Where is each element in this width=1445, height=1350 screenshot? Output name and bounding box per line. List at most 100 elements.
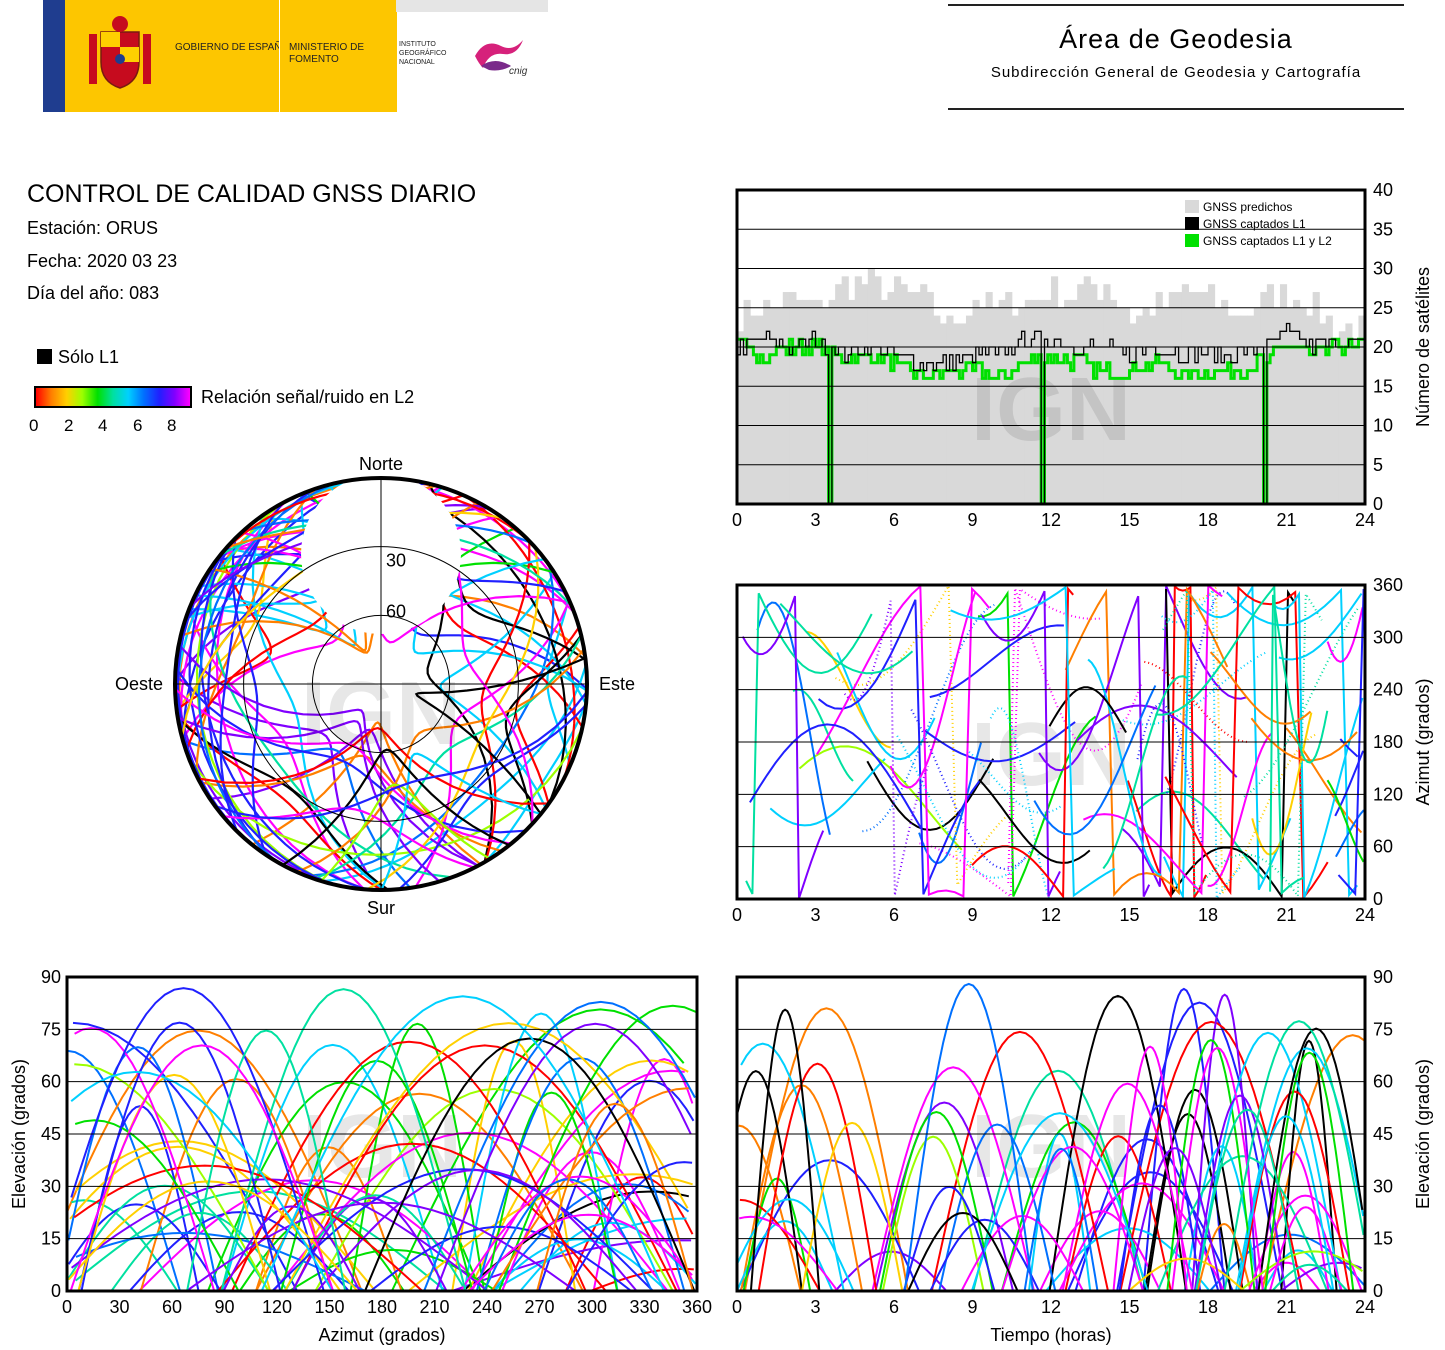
elevation-track: [316, 1168, 638, 1292]
sky-track: [414, 656, 586, 815]
sky-track: [313, 635, 583, 880]
predicted-bar: [1194, 292, 1203, 504]
elevation-track: [70, 1070, 334, 1292]
predicted-bar: [926, 292, 934, 504]
elevation-track: [468, 1213, 693, 1292]
y-tick-label: 0: [1373, 889, 1383, 909]
axes: 0 5 10 15 20 25 30 35 40 0 3 6 9 12 15 18 21 24 Número de …: [732, 180, 1433, 530]
sky-track: [177, 643, 479, 867]
x-tick-label: 9: [967, 510, 977, 530]
y-tick-label: 90: [41, 967, 61, 987]
predicted-bar: [1129, 323, 1137, 504]
satellite-track: [1122, 651, 1267, 726]
x-tick-label: 24: [1355, 1297, 1375, 1317]
x-axis-label: Tiempo (horas): [990, 1325, 1111, 1345]
y-tick-label: 75: [41, 1019, 61, 1039]
predicted-bar: [1247, 315, 1255, 504]
elevation-track: [364, 1037, 696, 1292]
predicted-bar: [933, 315, 941, 504]
elevation-track: [871, 1066, 1035, 1292]
predicted-bar: [841, 276, 849, 504]
satellite-track: [1083, 583, 1223, 896]
y-tick-label: 360: [1373, 575, 1403, 595]
snr-colorbar-label: Relación señal/ruido en L2: [201, 387, 415, 407]
satellite-track: [968, 751, 1064, 814]
elevation-track: [1239, 1250, 1363, 1292]
x-tick-label: 30: [109, 1297, 129, 1317]
y-tick-label: 30: [41, 1176, 61, 1196]
elevation-track: [801, 1121, 904, 1292]
elevation-track: [1247, 1194, 1363, 1292]
sky-track: [222, 807, 475, 869]
elevation-track: [77, 1021, 282, 1292]
x-tick-label: 15: [1119, 1297, 1139, 1317]
predicted-bar: [1358, 315, 1366, 504]
predicted-bar: [972, 299, 980, 504]
predicted-series: [737, 268, 1366, 504]
satellite-track: [1087, 658, 1162, 877]
predicted-bar: [1266, 284, 1275, 504]
predicted-bar: [1221, 299, 1229, 504]
x-tick-label: 18: [1198, 905, 1218, 925]
y-tick-label: 60: [41, 1072, 61, 1092]
predicted-bar: [1149, 315, 1157, 504]
y-tick-label: 180: [1373, 732, 1403, 752]
x-tick-label: 270: [524, 1297, 554, 1317]
sky-track: [188, 544, 333, 886]
elevation-track: [139, 1078, 333, 1292]
predicted-bar: [743, 299, 751, 504]
elevation-track: [66, 1029, 363, 1292]
predicted-bar: [894, 276, 902, 504]
x-tick-label: 9: [967, 1297, 977, 1317]
satellite-track: [929, 624, 1064, 699]
y-tick-label: 90: [1373, 967, 1393, 987]
eu-stripe: [43, 0, 65, 112]
legend-label: GNSS predichos: [1203, 200, 1292, 214]
satellite-track: [1271, 590, 1364, 898]
doy-label: Día del año: 083: [27, 283, 160, 303]
coat-of-arms-icon: [89, 16, 151, 89]
predicted-bar: [965, 315, 974, 504]
elevation-track: [1194, 1031, 1342, 1292]
snr-tick: 4: [98, 416, 108, 435]
ign-watermark: IGN: [971, 360, 1131, 460]
predicted-bar: [1018, 307, 1026, 504]
predicted-bar: [1175, 292, 1183, 504]
satellite-track: [918, 742, 982, 865]
predicted-bar: [1306, 315, 1314, 504]
predicted-bar: [1057, 307, 1065, 504]
elevation-track: [435, 1022, 692, 1292]
predicted-bar: [1286, 307, 1294, 504]
elevation-track: [1223, 1020, 1365, 1292]
elevation-track: [238, 1213, 405, 1292]
x-tick-label: 24: [1355, 905, 1375, 925]
x-tick-label: 3: [810, 905, 820, 925]
satellite-track: [1038, 595, 1151, 898]
satellite-track: [1278, 593, 1363, 661]
logo-block: GOBIERNO DE ESPAÑA MINISTERIO DE FOMENTO…: [43, 0, 548, 112]
predicted-bar: [985, 292, 993, 504]
x-tick-label: 6: [889, 1297, 899, 1317]
elevation-track: [1144, 1112, 1232, 1292]
elevation-track: [1039, 1210, 1162, 1292]
predicted-bar: [1064, 299, 1072, 504]
x-tick-label: 21: [1276, 510, 1296, 530]
satellite-track: [816, 584, 991, 898]
sky-track: [219, 502, 284, 832]
satellite-track: [1207, 732, 1273, 887]
elevation-track: [1237, 1115, 1335, 1292]
y-tick-label: 45: [1373, 1124, 1393, 1144]
x-tick-label: 9: [967, 905, 977, 925]
predicted-bar: [1122, 307, 1131, 504]
area-header: Área de Geodesia Subdirección General de…: [948, 0, 1404, 112]
predicted-bar: [1136, 315, 1144, 504]
elevation-track: [738, 1124, 802, 1292]
predicted-bar: [1240, 315, 1248, 504]
x-tick-label: 3: [810, 510, 820, 530]
date-label: Fecha: 2020 03 23: [27, 251, 178, 271]
elevation-track: [743, 1007, 909, 1292]
y-tick-label: 60: [1373, 837, 1393, 857]
y-tick-label: 10: [1373, 416, 1393, 436]
satellite-track: [922, 721, 1076, 763]
predicted-bar: [1168, 292, 1176, 504]
